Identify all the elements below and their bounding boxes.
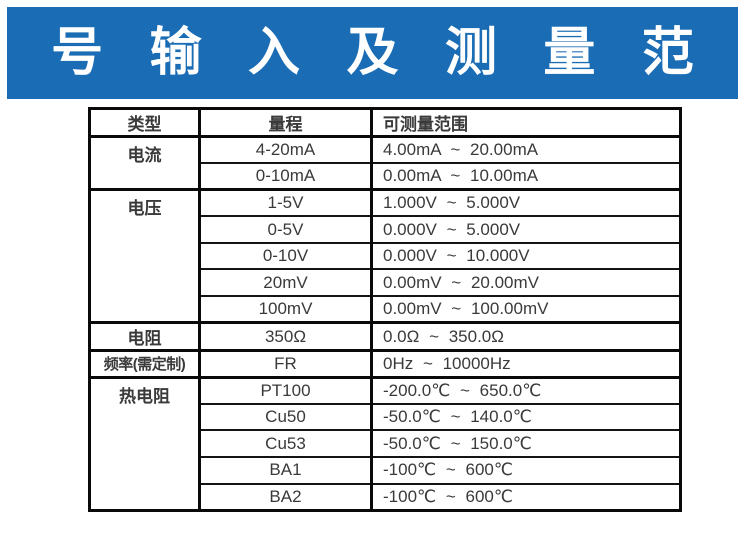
- table-row: 电阻 350Ω 0.0Ω ~ 350.0Ω: [89, 321, 681, 351]
- table-row: BA2 -100℃ ~ 600℃: [90, 482, 681, 511]
- type-cell-frequency: 频率(需定制): [89, 349, 200, 378]
- measurable-cell: 0Hz ~ 10000Hz: [370, 349, 681, 378]
- table-row: 0-10mA 0.00mA ~ 10.00mA: [90, 162, 681, 190]
- measurable-cell: 4.00mA ~ 20.00mA: [370, 135, 681, 164]
- table-row: 电流 4-20mA 4.00mA ~ 20.00mA: [89, 134, 681, 190]
- header-range: 量程: [198, 108, 372, 137]
- header-measurable: 可测量范围: [370, 108, 681, 137]
- range-cell: Cu50: [198, 402, 372, 431]
- page-title: 信 号 输 入 及 测 量 范 围: [0, 24, 752, 82]
- measurable-cell: -50.0℃ ~ 140.0℃: [370, 402, 681, 431]
- range-cell: 0-5V: [198, 215, 372, 243]
- range-cell: 0-10V: [198, 241, 372, 270]
- table-row: BA1 -100℃ ~ 600℃: [90, 456, 681, 484]
- type-cell-current: 电流: [89, 134, 200, 190]
- range-cell: Cu53: [198, 429, 372, 458]
- measurable-cell: 1.000V ~ 5.000V: [370, 188, 681, 217]
- type-cell-rtd: 热电阻: [89, 375, 200, 511]
- table-row: 100mV 0.00mV ~ 100.00mV: [90, 295, 681, 323]
- range-cell: 4-20mA: [198, 135, 372, 164]
- range-cell: BA1: [198, 456, 372, 484]
- range-cell: BA2: [198, 482, 372, 511]
- table-row: 频率(需定制) FR 0Hz ~ 10000Hz: [89, 349, 681, 378]
- type-cell-resistance: 电阻: [89, 321, 200, 351]
- range-cell: FR: [198, 349, 372, 378]
- table-header-row: 类型 量程 可测量范围: [90, 108, 681, 137]
- signal-range-table: 类型 量程 可测量范围 电流 4-20mA 4.00mA ~ 20.00mA 0…: [88, 107, 682, 512]
- header-type: 类型: [127, 115, 162, 134]
- range-cell: PT100: [198, 375, 372, 404]
- measurable-cell: 0.0Ω ~ 350.0Ω: [370, 321, 681, 351]
- measurable-cell: 0.00mV ~ 20.00mV: [370, 268, 681, 297]
- measurable-cell: 0.00mA ~ 10.00mA: [370, 162, 681, 190]
- measurable-cell: 0.000V ~ 10.000V: [370, 241, 681, 270]
- title-banner: 信 号 输 入 及 测 量 范 围: [0, 7, 752, 99]
- range-cell: 1-5V: [198, 188, 372, 217]
- type-cell-voltage: 电压: [89, 188, 200, 323]
- measurable-cell: 0.00mV ~ 100.00mV: [370, 295, 681, 323]
- table-row: 0-5V 0.000V ~ 5.000V: [90, 215, 681, 243]
- table-row: 热电阻 PT100 -200.0℃ ~ 650.0℃: [89, 375, 681, 511]
- table-row: Cu53 -50.0℃ ~ 150.0℃: [90, 429, 681, 458]
- range-cell: 100mV: [198, 295, 372, 323]
- measurable-cell: -200.0℃ ~ 650.0℃: [370, 375, 681, 404]
- range-cell: 20mV: [198, 268, 372, 297]
- range-cell: 350Ω: [198, 321, 372, 351]
- table-row: Cu50 -50.0℃ ~ 140.0℃: [90, 402, 681, 431]
- measurable-cell: -100℃ ~ 600℃: [370, 456, 681, 484]
- range-cell: 0-10mA: [198, 162, 372, 190]
- table-row: 电压 1-5V 1.000V ~ 5.000V: [89, 188, 681, 323]
- measurable-cell: -100℃ ~ 600℃: [370, 482, 681, 511]
- table-row: 0-10V 0.000V ~ 10.000V: [90, 241, 681, 270]
- measurable-cell: -50.0℃ ~ 150.0℃: [370, 429, 681, 458]
- table-row: 20mV 0.00mV ~ 20.00mV: [90, 268, 681, 297]
- measurable-cell: 0.000V ~ 5.000V: [370, 215, 681, 243]
